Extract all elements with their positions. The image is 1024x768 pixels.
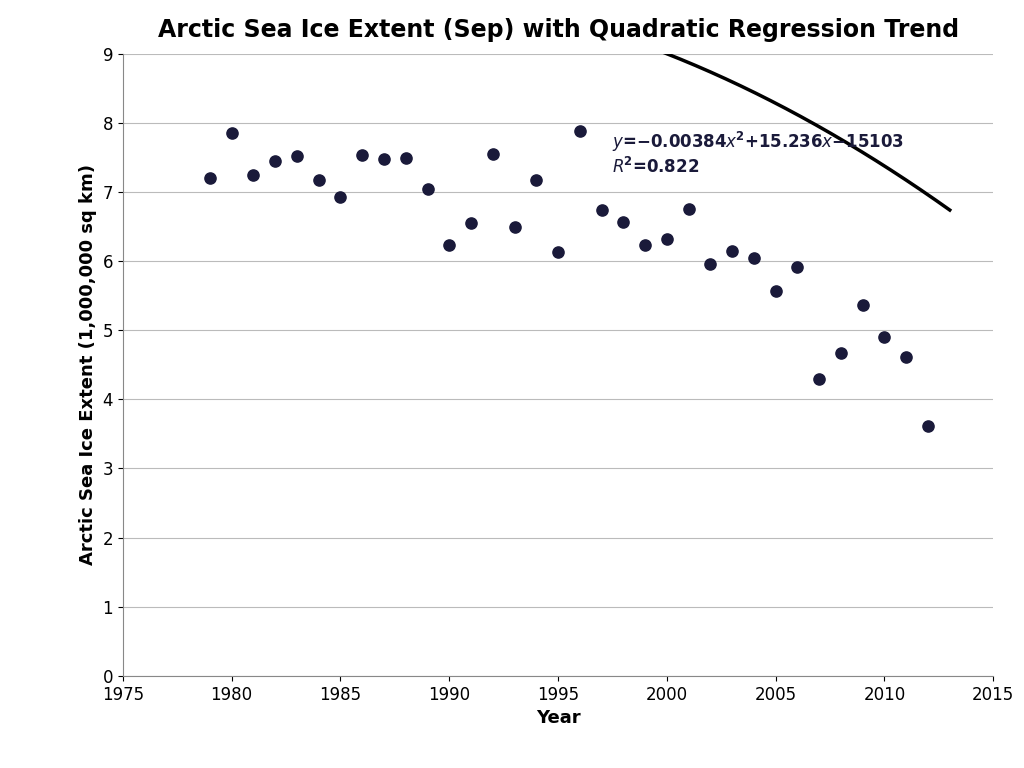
X-axis label: Year: Year [536, 709, 581, 727]
Point [397, 152, 414, 164]
Point [420, 183, 436, 195]
Point [615, 217, 632, 229]
Point [354, 148, 371, 161]
Point [376, 153, 392, 165]
Point [463, 217, 479, 230]
Point [593, 204, 609, 216]
Point [289, 150, 305, 162]
Point [920, 420, 936, 432]
Point [898, 351, 914, 363]
Point [267, 155, 284, 167]
Point [790, 260, 806, 273]
Point [528, 174, 545, 186]
Point [484, 148, 501, 161]
Point [571, 125, 588, 137]
Title: Arctic Sea Ice Extent (Sep) with Quadratic Regression Trend: Arctic Sea Ice Extent (Sep) with Quadrat… [158, 18, 958, 42]
Point [658, 233, 675, 245]
Point [768, 285, 784, 297]
Text: $\mathbf{\mathit{y}}$=−0.00384$\mathbf{\mathit{x}}$$^{\mathbf{2}}$+15.236$\mathb: $\mathbf{\mathit{y}}$=−0.00384$\mathbf{\… [612, 130, 904, 177]
Point [202, 172, 218, 184]
Point [680, 203, 696, 215]
Point [833, 347, 849, 359]
Point [855, 300, 871, 312]
Point [550, 246, 566, 258]
Point [745, 252, 762, 264]
Y-axis label: Arctic Sea Ice Extent (1,000,000 sq km): Arctic Sea Ice Extent (1,000,000 sq km) [79, 164, 97, 565]
Point [724, 244, 740, 257]
Point [310, 174, 327, 187]
Point [246, 169, 262, 181]
Point [441, 238, 458, 250]
Point [223, 127, 240, 140]
Point [333, 190, 349, 203]
Point [811, 372, 827, 385]
Point [702, 258, 719, 270]
Point [637, 238, 653, 250]
Point [877, 331, 893, 343]
Point [506, 220, 522, 233]
